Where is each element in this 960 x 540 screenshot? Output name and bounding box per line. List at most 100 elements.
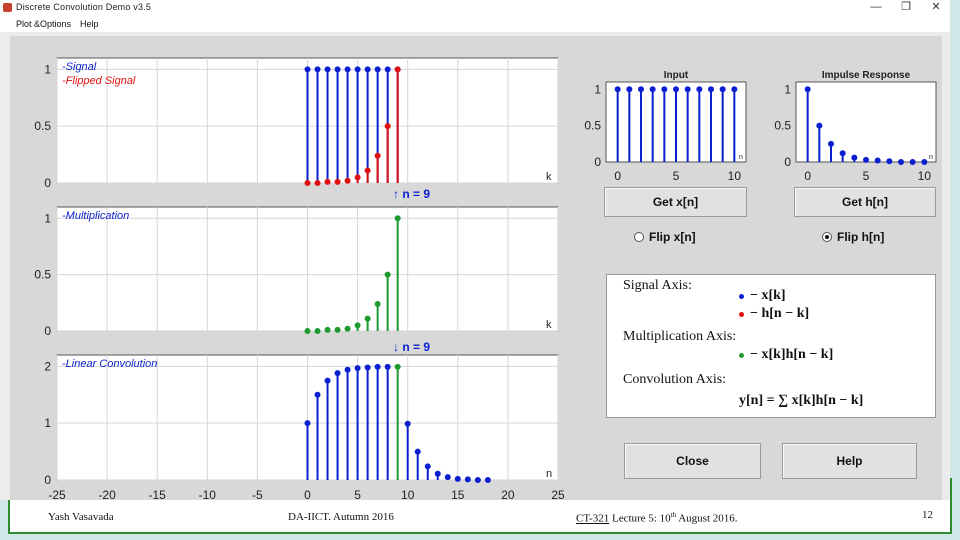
- convolution-marker: [304, 420, 311, 427]
- small-x-tick: 0: [614, 169, 621, 183]
- legend-x-entry: − x[k]: [739, 288, 786, 304]
- legend-mult-text: − x[k]h[n − k]: [750, 347, 834, 362]
- legend-panel: Signal Axis: − x[k] − h[n − k] Multiplic…: [606, 274, 936, 418]
- y-tick-label: 1: [44, 211, 51, 225]
- impulse-marker: [804, 86, 811, 93]
- x-tick-label: 15: [451, 488, 465, 500]
- small-y-tick: 0: [784, 155, 791, 169]
- convolution-marker: [484, 477, 491, 483]
- legend-entry: -Linear Convolution: [62, 358, 157, 370]
- footer-author: Yash Vasavada: [48, 511, 114, 523]
- convolution-marker: [404, 420, 411, 427]
- x-tick-label: 25: [551, 488, 565, 500]
- input-marker: [719, 86, 726, 93]
- flipped-signal-marker: [344, 177, 351, 184]
- small-x-tick: 10: [728, 169, 742, 183]
- small-plot-title: Input: [664, 70, 689, 81]
- axis-label: k: [546, 171, 552, 183]
- y-tick-label: 0.5: [34, 268, 51, 282]
- flipped-signal-marker: [304, 180, 311, 186]
- flip-h-radio[interactable]: Flip h[n]: [822, 230, 884, 244]
- small-y-tick: 0: [594, 155, 601, 169]
- convolution-marker: [434, 470, 441, 477]
- convolution-marker: [324, 377, 331, 384]
- small-x-tick: 0: [804, 169, 811, 183]
- get-h-button[interactable]: Get h[n]: [794, 187, 936, 217]
- multiplication-marker: [314, 328, 321, 334]
- input-marker: [731, 86, 738, 93]
- flip-h-label: Flip h[n]: [837, 230, 885, 244]
- legend-conv-text: y[n] = ∑ x[k]h[n − k]: [739, 393, 864, 408]
- impulse-marker: [839, 150, 846, 157]
- small-axis-label: n: [739, 154, 743, 161]
- footer-institute: DA-IICT. Autumn 2016: [288, 511, 394, 523]
- convolution-marker: [394, 363, 401, 370]
- small-y-tick: 0.5: [584, 119, 601, 133]
- impulse-marker: [863, 156, 869, 163]
- footer-course[interactable]: CT-321: [576, 512, 610, 525]
- x-tick-label: 0: [304, 488, 311, 500]
- x-tick-label: -25: [48, 488, 66, 500]
- flipped-signal-marker: [384, 123, 391, 130]
- small-plot-title: Impulse Response: [822, 70, 911, 81]
- help-button[interactable]: Help: [782, 443, 917, 479]
- blue-dot-icon: [739, 293, 744, 299]
- close-window-button[interactable]: ✕: [931, 1, 941, 13]
- input-marker: [673, 86, 679, 93]
- multiplication-marker: [354, 322, 361, 329]
- radio-checked-icon: [822, 232, 832, 242]
- impulse-marker: [898, 159, 904, 165]
- input-marker: [638, 86, 644, 93]
- input-marker: [696, 86, 703, 93]
- small-y-tick: 1: [594, 82, 601, 96]
- menu-plot-options[interactable]: Plot &Options: [16, 19, 72, 29]
- get-x-button[interactable]: Get x[n]: [604, 187, 747, 217]
- signal-axis-heading: Signal Axis:: [623, 278, 692, 293]
- x-tick-label: -20: [98, 488, 116, 500]
- y-tick-label: 0: [44, 324, 51, 338]
- minimize-button[interactable]: —: [870, 1, 882, 13]
- input-marker: [708, 86, 714, 93]
- impulse-marker: [874, 157, 881, 164]
- menu-bar: Plot &Options Help: [0, 16, 950, 32]
- flip-x-radio[interactable]: Flip x[n]: [634, 230, 696, 244]
- signal-marker: [354, 66, 361, 73]
- small-axes-frame: [795, 81, 937, 163]
- footer-lecture-end: August 2016.: [676, 512, 738, 525]
- small-y-tick: 0.5: [774, 119, 791, 133]
- input-marker: [614, 86, 621, 93]
- red-dot-icon: [739, 311, 744, 317]
- slide-footer: Yash Vasavada DA-IICT. Autumn 2016 CT-32…: [10, 500, 940, 534]
- input-marker: [661, 86, 668, 93]
- legend-entry: -Flipped Signal: [62, 75, 136, 87]
- signal-marker: [344, 66, 351, 73]
- convolution-marker: [364, 364, 371, 371]
- axis-label: n: [546, 468, 552, 480]
- convolution-marker: [474, 477, 481, 483]
- close-button[interactable]: Close: [624, 443, 761, 479]
- x-tick-label: 20: [501, 488, 515, 500]
- signal-marker: [384, 66, 391, 73]
- flipped-signal-marker: [314, 180, 321, 186]
- flipped-signal-marker: [354, 174, 361, 181]
- n-marker-down: ↓ n = 9: [393, 340, 430, 354]
- flipped-signal-marker: [394, 66, 401, 73]
- maximize-button[interactable]: ❐: [901, 1, 911, 13]
- conv-axis-heading: Convolution Axis:: [623, 372, 727, 387]
- convolution-marker: [344, 366, 351, 373]
- app-window: Discrete Convolution Demo v3.5 — ❐ ✕ Plo…: [0, 0, 950, 500]
- menu-help[interactable]: Help: [80, 19, 99, 29]
- title-bar: Discrete Convolution Demo v3.5 — ❐ ✕: [0, 0, 950, 16]
- multiplication-marker: [324, 326, 331, 333]
- impulse-marker: [851, 154, 858, 161]
- footer-lecture-sup: th: [670, 511, 677, 519]
- convolution-marker: [384, 363, 391, 370]
- input-marker: [649, 86, 656, 93]
- matlab-app-icon: [3, 3, 12, 12]
- axis-label: k: [546, 319, 552, 331]
- convolution-marker: [314, 391, 321, 398]
- small-axis-label: n: [929, 154, 933, 161]
- signal-marker: [314, 66, 321, 73]
- window-title: Discrete Convolution Demo v3.5: [16, 2, 152, 12]
- convolution-marker: [334, 370, 341, 377]
